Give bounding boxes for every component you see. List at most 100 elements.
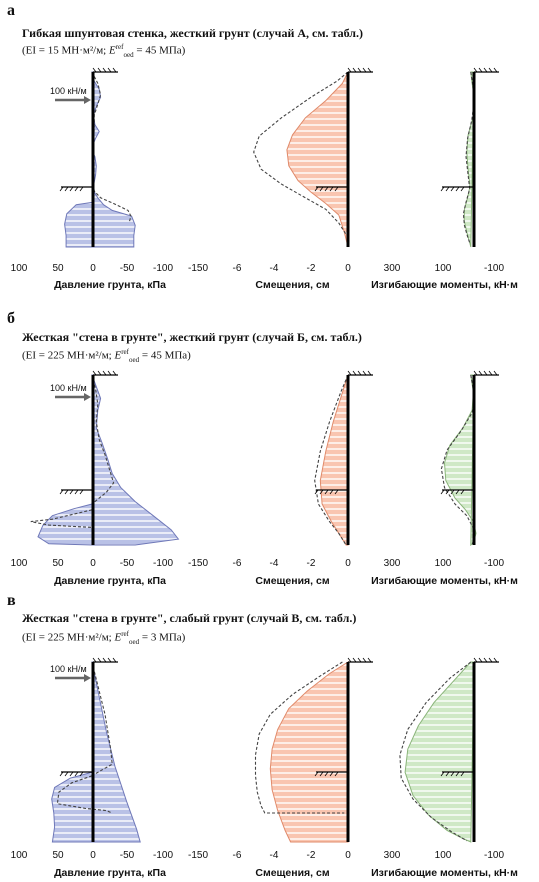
load-label: 100 кН/м	[50, 383, 87, 393]
ei-param: EI = 225 МН·м²/м;	[25, 631, 112, 644]
tick-label: 0	[90, 263, 96, 274]
tick-label: -150	[188, 850, 208, 861]
tick-label: 100	[11, 263, 28, 274]
excavation-hatch	[329, 489, 334, 495]
tick-label: 0	[90, 558, 96, 569]
series-2-area	[51, 771, 94, 843]
series-1-area	[269, 661, 349, 843]
load-arrow-head	[84, 393, 91, 401]
ground-hatch	[488, 67, 493, 73]
excavation-hatch	[74, 186, 79, 192]
chart-3: 300 100 -100 Изгибающие моменты, кН·м	[371, 67, 518, 291]
eoed-value: = 3 МПа	[139, 631, 182, 644]
tick-label: 300	[384, 850, 401, 861]
excavation-hatch	[450, 489, 455, 495]
tick-label: -50	[120, 850, 135, 861]
ground-hatch	[352, 67, 357, 73]
tick-label: 100	[11, 558, 28, 569]
ground-hatch	[352, 370, 357, 376]
ground-hatch	[112, 657, 117, 663]
tick-label: -6	[233, 850, 242, 861]
excavation-hatch	[334, 489, 339, 495]
ground-hatch	[367, 370, 372, 376]
excavation-hatch	[450, 186, 455, 192]
chart-1: 100 50 0 -50 -100 -150 Давление грунта, кПа 100…	[11, 67, 208, 291]
excavation-hatch	[314, 186, 319, 192]
excavation-hatch	[324, 186, 329, 192]
excavation-hatch	[440, 489, 445, 495]
series-2-dashed	[254, 661, 345, 814]
excavation-hatch	[74, 771, 79, 777]
excavation-hatch	[324, 771, 329, 777]
chart-5: -6 -4 -2 0 Смещения, см	[233, 370, 373, 587]
tick-label: -100	[153, 263, 173, 274]
excavation-hatch	[460, 771, 465, 777]
ground-hatch	[347, 657, 352, 663]
ground-hatch	[347, 67, 352, 73]
ground-hatch	[473, 67, 478, 73]
x-axis-label: Давление грунта, кПа	[54, 279, 166, 291]
ground-hatch	[112, 370, 117, 376]
ground-hatch	[92, 657, 97, 663]
tick-label: -100	[484, 850, 504, 861]
chart-8: -6 -4 -2 0 Смещения, см	[233, 657, 373, 879]
tick-label: -150	[188, 558, 208, 569]
ground-hatch	[478, 370, 483, 376]
eoed-sub: oed	[123, 50, 134, 59]
excavation-hatch	[334, 186, 339, 192]
excavation-hatch	[314, 489, 319, 495]
panel-b: б Жесткая "стена в грунте", жесткий грун…	[0, 310, 539, 590]
ground-hatch	[362, 370, 367, 376]
x-axis-label: Смещения, см	[255, 867, 329, 879]
load-label: 100 кН/м	[50, 664, 87, 674]
ground-hatch	[473, 657, 478, 663]
tick-label: -4	[270, 558, 279, 569]
excavation-hatch	[74, 489, 79, 495]
tick-label: -100	[153, 558, 173, 569]
tick-label: 0	[345, 850, 351, 861]
ground-hatch	[367, 67, 372, 73]
ground-hatch	[357, 67, 362, 73]
tick-label: 50	[52, 850, 64, 861]
panel-letter: в	[7, 592, 16, 609]
ground-hatch	[367, 657, 372, 663]
panel-params: (EI = 15 МН·м²/м; Erefoed = 45 МПа)	[22, 43, 186, 59]
tick-label: 0	[345, 263, 351, 274]
series-2-area	[37, 503, 94, 546]
excavation-hatch	[314, 771, 319, 777]
series-1-area	[91, 661, 141, 843]
ground-hatch	[483, 657, 488, 663]
excavation-hatch	[64, 771, 69, 777]
x-axis-label: Давление грунта, кПа	[54, 867, 166, 879]
tick-label: 0	[345, 558, 351, 569]
series-2-dashed	[253, 71, 349, 235]
eoed-symbol: E	[108, 44, 116, 57]
panel-title: Жесткая "стена в грунте", слабый грунт (…	[22, 611, 357, 625]
ground-hatch	[92, 370, 97, 376]
excavation-hatch	[445, 771, 450, 777]
panel-params: (EI = 225 МН·м²/м; Erefoed = 3 МПа)	[22, 630, 186, 646]
tick-label: -150	[188, 263, 208, 274]
ground-hatch	[357, 370, 362, 376]
excavation-hatch	[64, 186, 69, 192]
load-arrow-head	[84, 674, 91, 682]
x-axis-label: Смещения, см	[255, 279, 329, 291]
excavation-hatch	[329, 771, 334, 777]
panel-a: а Гибкая шпунтовая стенка, жесткий грунт…	[0, 0, 539, 290]
eoed-sub: oed	[129, 637, 140, 646]
chart-4: 100 50 0 -50 -100 -150 Давление грунта, кПа 100…	[11, 370, 208, 587]
tick-label: 100	[435, 263, 452, 274]
chart-7: 100 50 0 -50 -100 -150 Давление грунта, кПа 100…	[11, 657, 208, 879]
series-2-dashed	[399, 661, 472, 842]
tick-label: 100	[435, 558, 452, 569]
ground-hatch	[478, 657, 483, 663]
excavation-hatch	[445, 186, 450, 192]
tick-label: -100	[484, 558, 504, 569]
ei-param: EI = 15 МН·м²/м;	[25, 44, 107, 57]
series-1-area	[286, 71, 349, 248]
tick-label: -2	[307, 850, 316, 861]
tick-label: -50	[120, 263, 135, 274]
ground-hatch	[493, 370, 498, 376]
excavation-hatch	[79, 489, 84, 495]
tick-label: -6	[233, 263, 242, 274]
